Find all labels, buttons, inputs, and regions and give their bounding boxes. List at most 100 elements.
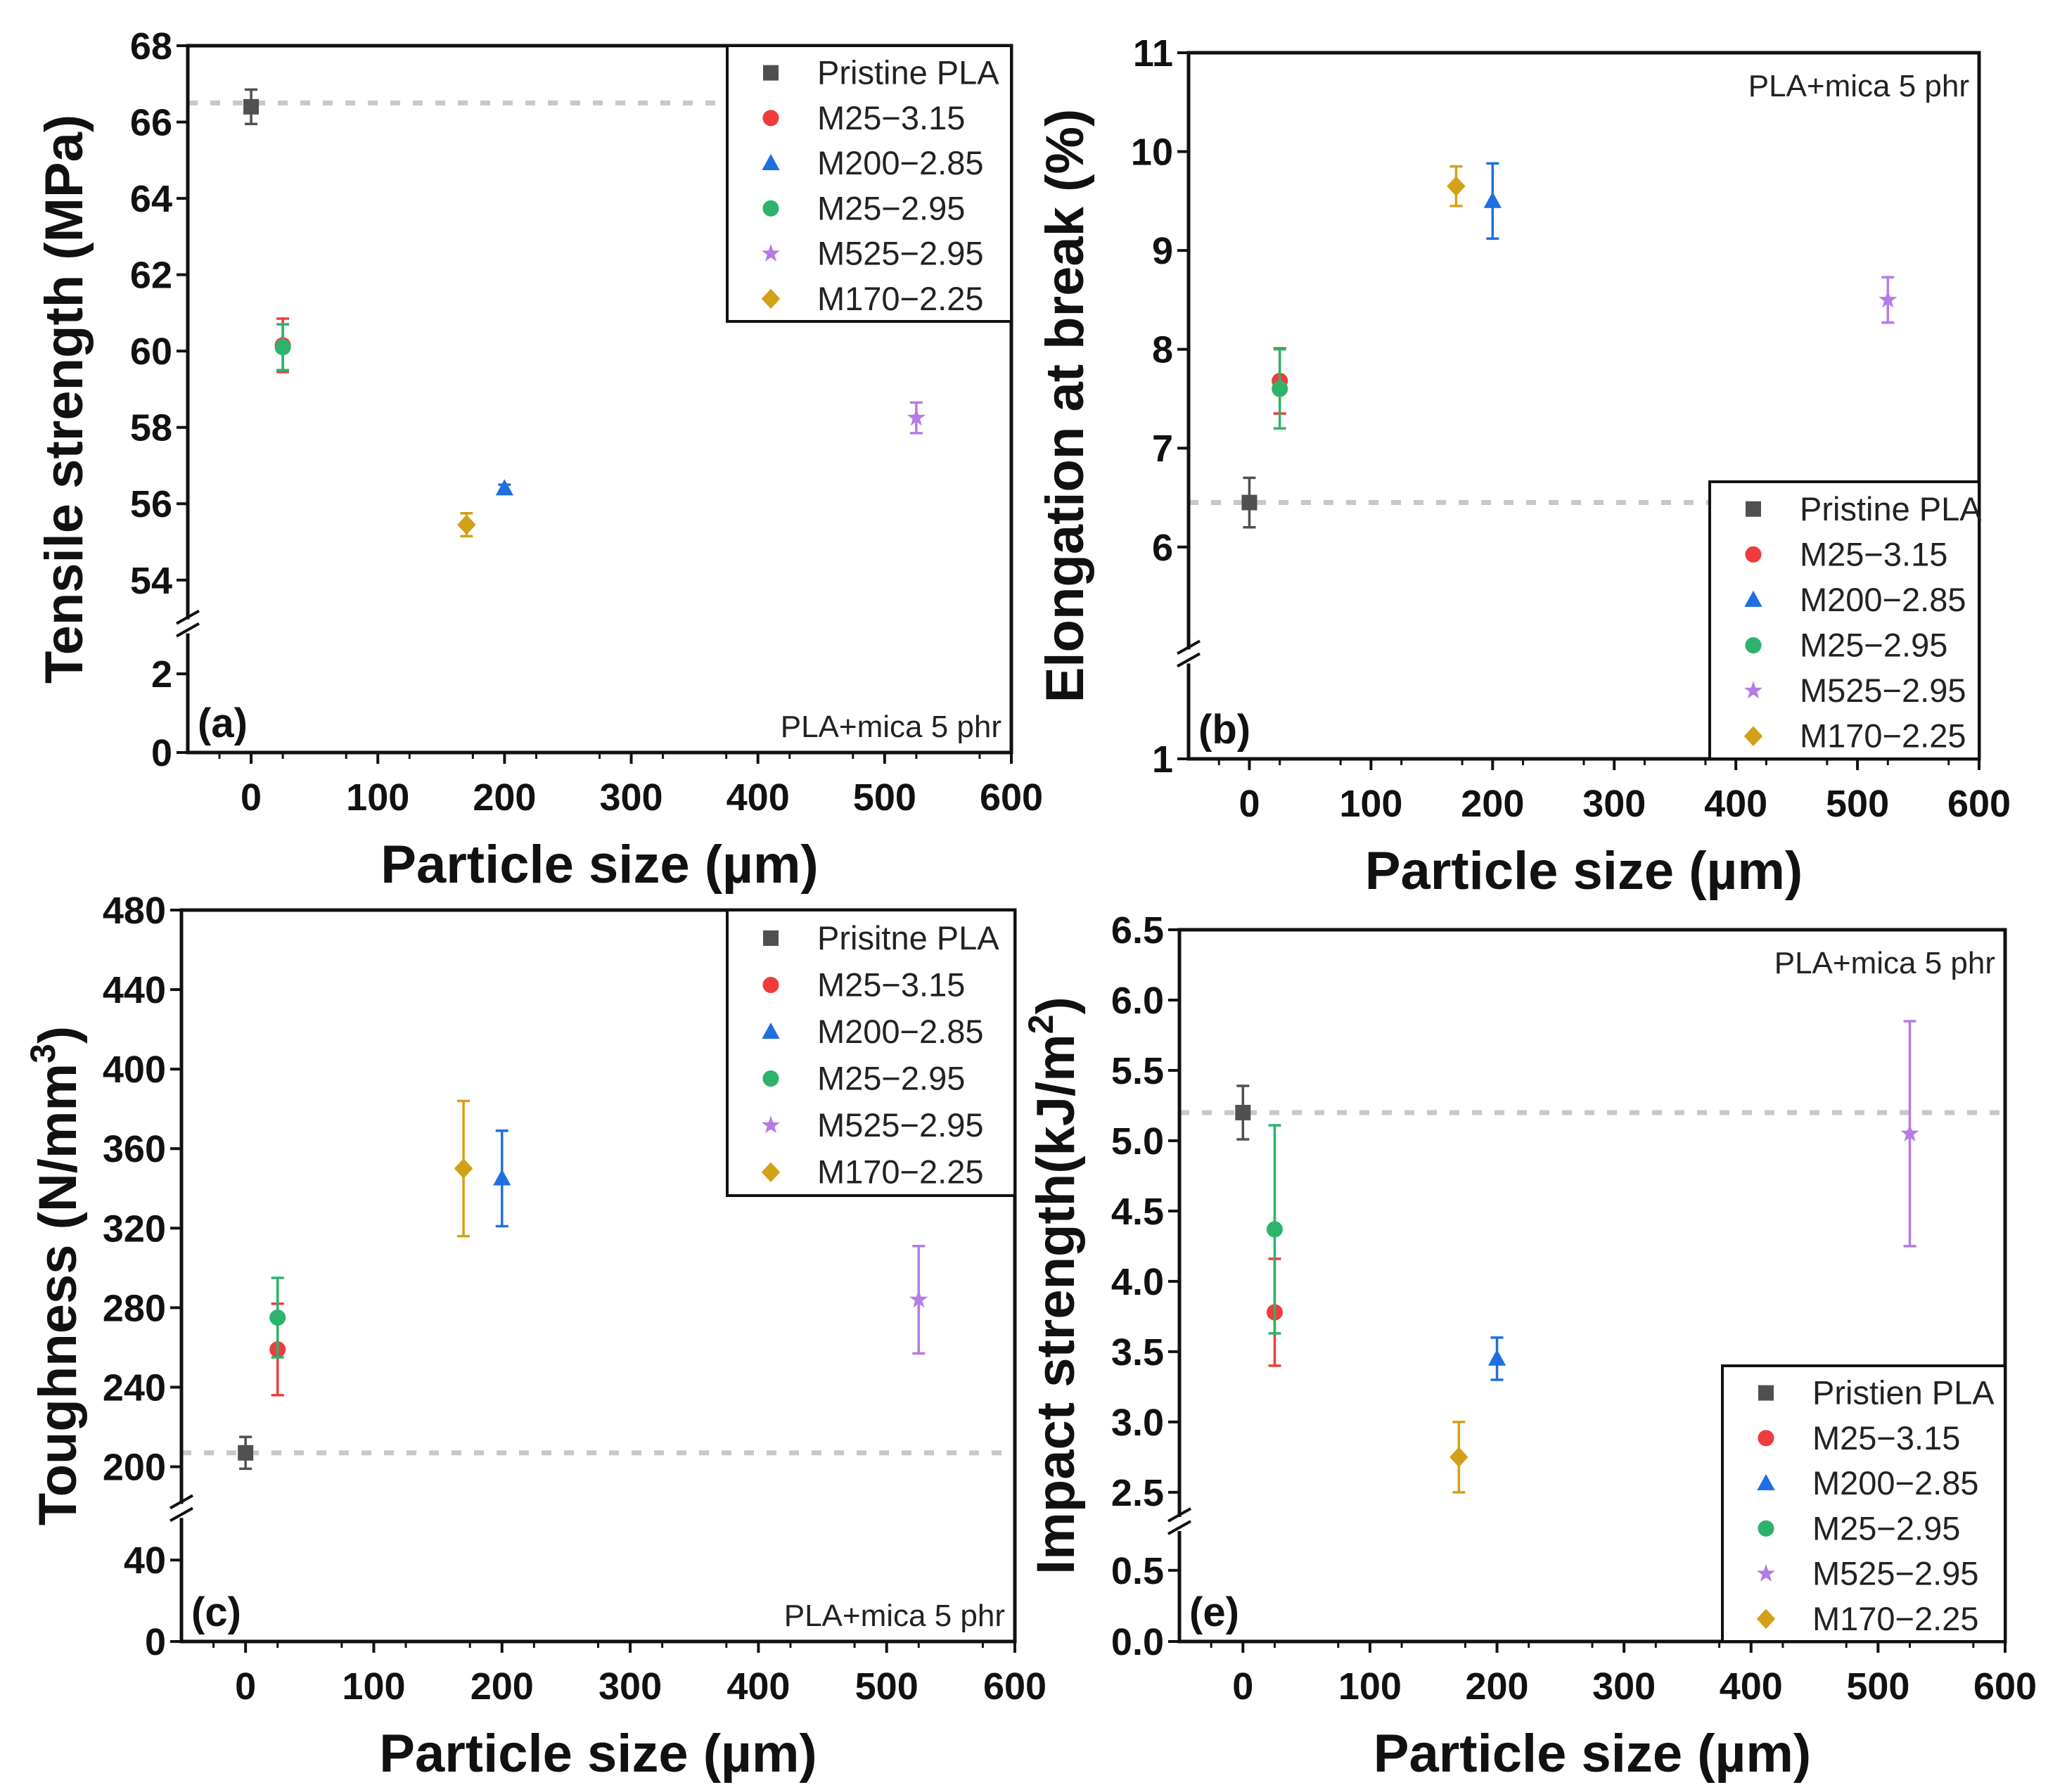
axis-break-mark <box>1167 1507 1191 1523</box>
data-series-m25-2.95 <box>274 323 291 372</box>
x-tick-label: 400 <box>1720 1665 1783 1708</box>
data-series-m525-2.95 <box>909 1244 928 1355</box>
composition-annotation: PLA+mica 5 phr <box>784 1599 1005 1633</box>
chart-panel-e: 0 100 200 300 400 500 600 0.0 0.5 2.5 3.0 3.5 4.0 4.5… <box>1021 909 2037 1784</box>
data-point <box>1241 494 1257 511</box>
x-tick-label: 200 <box>1465 1665 1528 1708</box>
axis-break-mark <box>176 609 200 625</box>
legend: Pristine PLA M25−3.15 M200−2.85 M25−2.95 M52… <box>726 44 1013 323</box>
legend-label: M525−2.95 <box>1800 672 1966 709</box>
data-series-m170-2.25 <box>1449 1421 1468 1494</box>
data-series-m525-2.95 <box>1900 1020 1919 1248</box>
y-tick-label: 9 <box>1152 230 1173 272</box>
x-tick-label: 300 <box>1582 783 1646 825</box>
axis-break-gap <box>178 619 198 634</box>
data-series-m25-2.95 <box>1266 1124 1284 1335</box>
x-tick-label: 200 <box>471 1665 534 1708</box>
y-tick-label: 54 <box>130 560 172 602</box>
data-point <box>1266 1221 1284 1238</box>
y-tick-label: 11 <box>1133 32 1173 75</box>
legend-marker <box>763 930 779 946</box>
y-tick-label: 6.5 <box>1111 909 1164 952</box>
legend-marker <box>1746 501 1761 517</box>
composition-annotation: PLA+mica 5 phr <box>781 710 1001 744</box>
x-tick-label: 100 <box>342 1665 405 1708</box>
data-point <box>1449 1447 1468 1468</box>
axis-break-mark <box>1177 652 1201 668</box>
y-axis-title-text: Elongation at break (%) <box>1035 109 1095 703</box>
legend-label: Prisitne PLA <box>817 919 999 956</box>
x-tick-label: 300 <box>599 776 663 819</box>
data-series-pristine <box>243 88 260 126</box>
legend-marker <box>762 200 779 217</box>
y-axis-title-superscript: 2 <box>1021 1014 1061 1034</box>
y-axis-title: Toughness (N/mm3) <box>23 1026 88 1525</box>
x-tick-label: 600 <box>1973 1665 2037 1708</box>
y-tick-label: 60 <box>130 331 172 373</box>
data-point <box>1272 380 1288 397</box>
composition-annotation: PLA+mica 5 phr <box>1748 69 1969 103</box>
legend-label: M25−2.95 <box>817 189 965 226</box>
y-axis-title: Tensile strength (MPa) <box>34 115 94 684</box>
y-tick-label: 0.5 <box>1111 1550 1164 1592</box>
legend: Pristine PLA M25−3.15 M200−2.85 M25−2.95 M52… <box>1708 480 1982 760</box>
x-tick-label: 600 <box>1947 783 2011 825</box>
data-series-m525-2.95 <box>1879 276 1897 324</box>
legend-marker <box>762 976 779 994</box>
y-tick-label: 7 <box>1152 428 1173 470</box>
legend: Pristien PLA M25−3.15 M200−2.85 M25−2.95 M52… <box>1721 1364 2007 1643</box>
x-tick-label: 600 <box>983 1665 1047 1708</box>
y-tick-label: 40 <box>124 1540 166 1582</box>
legend: Prisitne PLA M25−3.15 M200−2.85 M25−2.95 M52… <box>726 909 1016 1197</box>
axis-break-gap <box>1170 1517 1189 1532</box>
data-series-m200-2.85 <box>495 479 514 496</box>
y-tick-label: 360 <box>103 1128 166 1170</box>
panel-label: (a) <box>198 700 248 746</box>
data-point <box>1447 176 1466 197</box>
x-tick-label: 0 <box>235 1665 256 1708</box>
legend-label: M25−3.15 <box>1812 1419 1960 1457</box>
y-tick-label: 0 <box>151 732 172 774</box>
legend-marker <box>1745 546 1762 563</box>
y-tick-label: 3.0 <box>1111 1402 1164 1444</box>
axis-break-mark <box>1167 1520 1191 1535</box>
axis-break-gap <box>1179 649 1198 664</box>
x-tick-label: 0 <box>1232 1665 1253 1708</box>
y-tick-label: 68 <box>130 25 172 68</box>
y-tick-label: 64 <box>130 178 172 220</box>
x-tick-label: 400 <box>727 776 790 819</box>
y-tick-label: 2.5 <box>1111 1472 1164 1514</box>
chart-panel-a: 0 100 200 300 400 500 600 0 2 54 56 58 60 62 64 66 68 Par… <box>34 25 1043 895</box>
y-axis-title-text: Impact strength(kJ/m <box>1026 1034 1086 1575</box>
y-axis-title-text: Toughness (N/mm <box>28 1063 88 1525</box>
legend-label: M525−2.95 <box>1812 1555 1979 1592</box>
y-axis-title-suffix: ) <box>28 1026 88 1044</box>
legend-marker <box>1743 726 1763 747</box>
legend-label: M25−3.15 <box>817 99 965 136</box>
legend-marker <box>762 110 779 127</box>
data-series-m170-2.25 <box>457 512 476 538</box>
y-tick-label: 5.5 <box>1111 1050 1164 1092</box>
y-tick-label: 58 <box>130 407 172 449</box>
x-tick-label: 500 <box>855 1665 919 1708</box>
data-series-m200-2.85 <box>493 1129 511 1228</box>
y-tick-label: 1 <box>1152 738 1173 781</box>
legend-marker <box>761 1162 781 1183</box>
y-tick-label: 240 <box>103 1367 166 1409</box>
x-tick-label: 0 <box>241 776 262 819</box>
legend-label: M200−2.85 <box>1800 581 1966 618</box>
chart-panel-c: 0 100 200 300 400 500 600 0 40 200 240 280 320 360 400… <box>23 890 1047 1784</box>
y-tick-label: 6 <box>1152 527 1173 569</box>
y-tick-label: 56 <box>130 483 172 525</box>
data-point <box>243 98 260 115</box>
y-tick-label: 320 <box>103 1208 166 1250</box>
legend-label: M170−2.25 <box>817 1153 984 1191</box>
data-series-m200-2.85 <box>1487 1336 1506 1381</box>
x-tick-label: 600 <box>980 776 1043 819</box>
axis-break-gap <box>172 1504 191 1518</box>
x-tick-label: 100 <box>346 776 409 819</box>
y-tick-label: 0 <box>145 1621 166 1663</box>
legend-label: Pristien PLA <box>1812 1374 1995 1412</box>
x-axis-title: Particle size (µm) <box>380 835 818 895</box>
